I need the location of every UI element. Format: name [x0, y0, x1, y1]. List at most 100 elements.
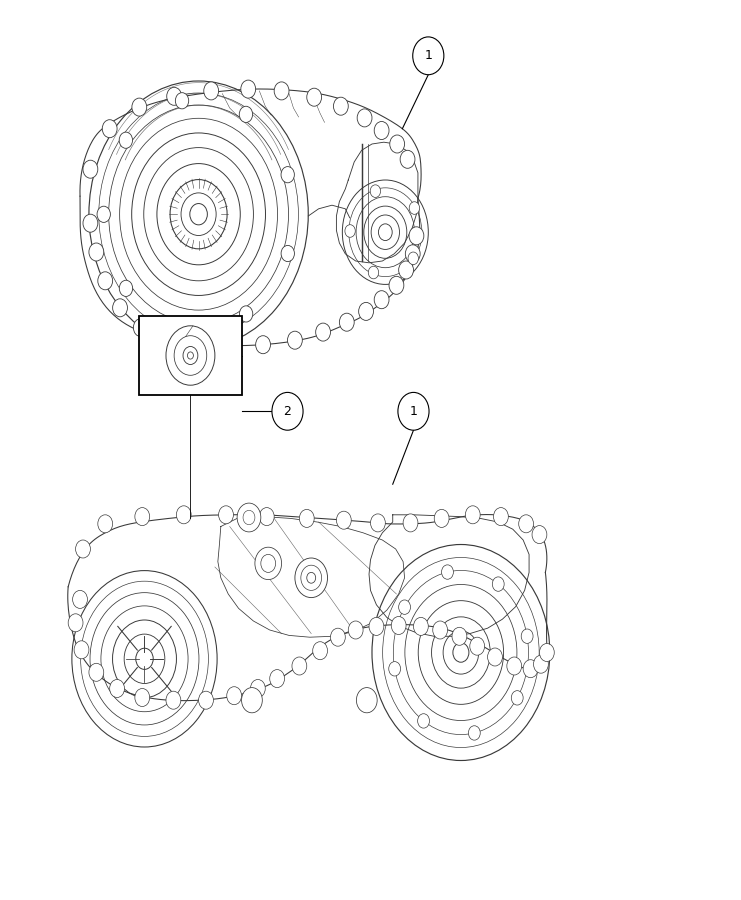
Circle shape — [413, 37, 444, 75]
Circle shape — [187, 337, 202, 355]
Circle shape — [408, 252, 419, 265]
Circle shape — [403, 514, 418, 532]
Circle shape — [534, 655, 548, 673]
Circle shape — [255, 547, 282, 580]
Circle shape — [221, 338, 236, 356]
Circle shape — [239, 306, 253, 322]
Circle shape — [523, 660, 538, 678]
Circle shape — [199, 691, 213, 709]
Circle shape — [532, 526, 547, 544]
Circle shape — [274, 82, 289, 100]
Circle shape — [74, 641, 89, 659]
Circle shape — [219, 506, 233, 524]
Circle shape — [73, 590, 87, 608]
Text: 1: 1 — [425, 50, 432, 62]
Circle shape — [242, 688, 262, 713]
Circle shape — [348, 621, 363, 639]
Circle shape — [333, 97, 348, 115]
Circle shape — [259, 508, 274, 526]
Circle shape — [370, 184, 381, 197]
Text: 1: 1 — [410, 405, 417, 418]
Circle shape — [132, 98, 147, 116]
Circle shape — [83, 160, 98, 178]
Circle shape — [295, 558, 328, 598]
Circle shape — [539, 644, 554, 662]
Circle shape — [507, 657, 522, 675]
Circle shape — [470, 637, 485, 655]
Circle shape — [391, 616, 406, 634]
Circle shape — [413, 617, 428, 635]
Circle shape — [345, 225, 355, 238]
Circle shape — [97, 206, 110, 222]
Circle shape — [519, 515, 534, 533]
Circle shape — [488, 648, 502, 666]
Circle shape — [409, 227, 424, 245]
Circle shape — [167, 87, 182, 105]
Circle shape — [288, 331, 302, 349]
Circle shape — [511, 690, 523, 705]
Circle shape — [433, 621, 448, 639]
Circle shape — [83, 214, 98, 232]
Circle shape — [227, 687, 242, 705]
Circle shape — [270, 670, 285, 688]
Circle shape — [307, 88, 322, 106]
Circle shape — [400, 150, 415, 168]
Circle shape — [359, 302, 373, 320]
Circle shape — [492, 577, 504, 591]
Circle shape — [330, 628, 345, 646]
Circle shape — [135, 688, 150, 706]
Circle shape — [281, 166, 294, 183]
Circle shape — [465, 506, 480, 524]
Circle shape — [452, 627, 467, 645]
Circle shape — [336, 511, 351, 529]
Text: 2: 2 — [284, 405, 291, 418]
Circle shape — [409, 202, 419, 214]
Circle shape — [89, 663, 104, 681]
Circle shape — [76, 540, 90, 558]
Circle shape — [237, 503, 261, 532]
Circle shape — [434, 509, 449, 527]
Circle shape — [102, 120, 117, 138]
Circle shape — [357, 109, 372, 127]
Circle shape — [521, 629, 533, 643]
Circle shape — [89, 243, 104, 261]
Circle shape — [68, 614, 83, 632]
Circle shape — [390, 135, 405, 153]
Circle shape — [398, 392, 429, 430]
Circle shape — [299, 509, 314, 527]
Circle shape — [176, 506, 191, 524]
Circle shape — [176, 320, 189, 336]
Circle shape — [374, 291, 389, 309]
Circle shape — [98, 272, 113, 290]
Circle shape — [204, 82, 219, 100]
Circle shape — [405, 245, 420, 263]
Circle shape — [133, 319, 148, 337]
Circle shape — [399, 600, 411, 615]
Circle shape — [468, 725, 480, 740]
Circle shape — [98, 515, 113, 533]
Circle shape — [256, 336, 270, 354]
Circle shape — [313, 642, 328, 660]
Circle shape — [135, 508, 150, 526]
Circle shape — [110, 680, 124, 698]
Circle shape — [356, 688, 377, 713]
Circle shape — [241, 80, 256, 98]
Circle shape — [339, 313, 354, 331]
Circle shape — [119, 280, 133, 296]
Circle shape — [250, 680, 265, 698]
Circle shape — [176, 93, 189, 109]
Circle shape — [368, 266, 379, 279]
Circle shape — [399, 261, 413, 279]
Circle shape — [374, 122, 389, 140]
Circle shape — [119, 132, 133, 148]
Circle shape — [157, 331, 172, 349]
Circle shape — [239, 106, 253, 122]
Circle shape — [494, 508, 508, 526]
Circle shape — [389, 662, 401, 676]
Circle shape — [370, 514, 385, 532]
Circle shape — [389, 276, 404, 294]
Circle shape — [113, 299, 127, 317]
Bar — [139, 316, 242, 395]
Circle shape — [316, 323, 330, 341]
Circle shape — [369, 617, 384, 635]
